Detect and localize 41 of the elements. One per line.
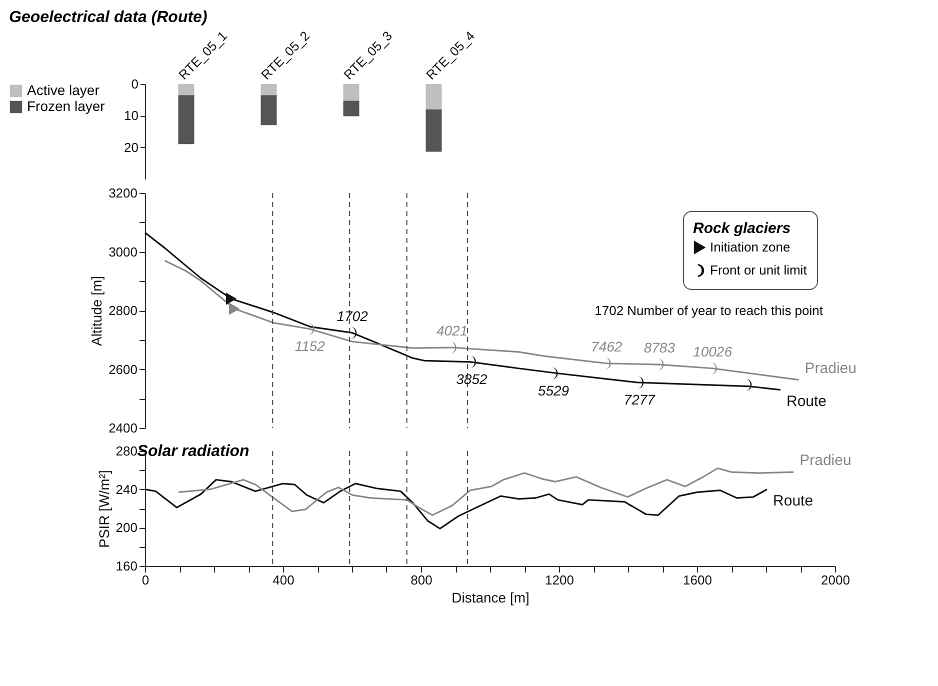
x-tick-label: 2000 — [821, 572, 850, 588]
x-axis-title: Distance [m] — [452, 590, 530, 606]
chart-title: Geoelectrical data (Route) — [9, 9, 208, 26]
annotation: 7277 — [624, 391, 656, 408]
legend-label: Frozen layer — [27, 98, 106, 114]
series-label: Pradieu — [804, 360, 856, 377]
x-tick-label: 800 — [410, 572, 432, 588]
y-tick-label: 20 — [124, 140, 138, 155]
chart-title: Solar radiation — [137, 443, 250, 460]
series-label: Route — [786, 392, 827, 410]
y-tick-label: 3000 — [108, 244, 138, 260]
annotation: 7462 — [591, 338, 622, 354]
y-tick-label: 2400 — [108, 420, 138, 436]
y-tick-label: 2800 — [108, 303, 138, 318]
legend-title: Rock glaciers — [693, 220, 791, 237]
y-tick-label: 280 — [116, 444, 138, 458]
legend-label: Active layer — [27, 82, 100, 98]
legend-label: Front or unit limit — [710, 262, 808, 278]
y-tick-label: 2600 — [108, 362, 138, 377]
x-tick-label: 400 — [272, 572, 294, 588]
annotation: 5529 — [538, 382, 570, 398]
x-tick-label: 1600 — [683, 572, 712, 588]
series-label: Pradieu — [800, 452, 852, 470]
x-tick-label: 1200 — [545, 572, 574, 588]
y-tick-label: 3200 — [108, 186, 138, 200]
annotation: 1152 — [294, 338, 326, 354]
annotation: 1702 Number of year to reach this point — [594, 303, 824, 318]
annotation: 10026 — [693, 343, 732, 360]
y-tick-label: 10 — [124, 108, 138, 124]
x-tick-label: 0 — [142, 572, 150, 588]
annotation: 8783 — [644, 340, 676, 356]
annotation: 1702 — [336, 308, 368, 324]
series-label: Route — [773, 492, 814, 510]
y-axis-title: Altitude [m] — [88, 276, 105, 346]
y-tick-label: 200 — [116, 520, 138, 536]
y-tick-label: 240 — [116, 482, 138, 497]
y-tick-label: 160 — [116, 558, 138, 574]
annotation: 3852 — [456, 370, 488, 387]
legend-label: Initiation zone — [710, 240, 790, 254]
annotation: 4021 — [436, 322, 468, 339]
y-axis-title: PSIR [W/m²] — [96, 470, 112, 548]
